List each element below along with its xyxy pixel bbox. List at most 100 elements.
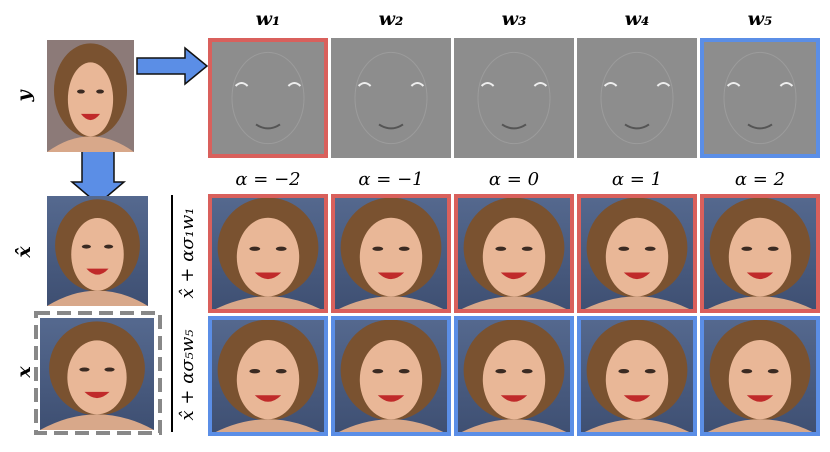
face-image: [331, 194, 451, 313]
eye: [372, 246, 384, 251]
eye: [398, 246, 410, 251]
arrow-right: [136, 46, 209, 86]
alpha-label: α = −2: [235, 169, 300, 190]
input-label: y: [13, 89, 35, 103]
eye: [495, 246, 507, 251]
image-bg: [454, 38, 574, 158]
shoulders: [454, 419, 574, 436]
skin: [236, 217, 300, 297]
alpha-label: α = −1: [358, 169, 423, 190]
component-image: [208, 38, 328, 158]
feature: [779, 82, 794, 87]
alpha-label: α = 2: [735, 169, 785, 190]
skin: [482, 217, 546, 297]
eye: [618, 369, 630, 374]
alpha-label: α = 1: [612, 169, 662, 190]
component-image: [700, 38, 820, 158]
component-label: w₄: [625, 8, 650, 30]
face-image: [577, 194, 697, 313]
image-bg: [208, 38, 328, 158]
shoulders: [208, 296, 328, 313]
image-border: [454, 194, 574, 313]
shoulders: [47, 136, 134, 152]
eye: [521, 246, 533, 251]
skin: [71, 218, 124, 291]
face-image: [577, 316, 697, 436]
row-label: x̂ + ασ₁w₁: [177, 208, 198, 299]
feature: [410, 82, 425, 87]
shoulders: [40, 414, 154, 430]
feature: [656, 82, 671, 87]
feature: [480, 82, 495, 87]
shoulders: [454, 296, 574, 313]
eye: [249, 369, 261, 374]
image-border: [331, 316, 451, 436]
skin: [359, 340, 423, 420]
image-border: [577, 316, 697, 436]
eye: [77, 89, 85, 94]
skin: [482, 340, 546, 420]
shoulders: [331, 296, 451, 313]
eye: [79, 367, 90, 372]
shoulders: [47, 290, 148, 306]
feature: [533, 82, 548, 87]
skin: [728, 340, 792, 420]
shoulders: [331, 419, 451, 436]
mouth: [86, 268, 109, 275]
eye: [96, 89, 104, 94]
component-image: [331, 38, 451, 158]
eye: [495, 369, 507, 374]
eye: [644, 246, 656, 251]
feature: [747, 123, 773, 130]
mouth: [746, 272, 774, 280]
mouth: [377, 272, 405, 280]
feature: [624, 123, 650, 130]
image-border: [700, 38, 820, 158]
eye: [275, 369, 287, 374]
component-label: w₅: [748, 8, 773, 30]
image-border: [700, 194, 820, 313]
face-image: [700, 316, 820, 436]
image-border: [208, 38, 328, 158]
shoulders: [208, 419, 328, 436]
feature: [600, 51, 674, 145]
shoulders: [577, 419, 697, 436]
dashed-box: [34, 311, 162, 435]
skin: [605, 217, 669, 297]
arrow-down: [69, 145, 127, 205]
image-bg: [700, 38, 820, 158]
shoulders: [700, 296, 820, 313]
image-bg: [577, 38, 697, 158]
component-label: w₃: [502, 8, 527, 30]
feature: [477, 51, 551, 145]
eye: [372, 369, 384, 374]
eye: [249, 246, 261, 251]
image-border: [700, 316, 820, 436]
image-border: [454, 316, 574, 436]
row-label: x̂ + ασ₅w₅: [177, 330, 198, 421]
face-image: [47, 196, 148, 306]
feature: [255, 123, 281, 130]
component-image: [454, 38, 574, 158]
mouth: [746, 395, 774, 402]
feature: [501, 123, 527, 130]
eye: [618, 246, 630, 251]
component-image: [577, 38, 697, 158]
image-border: [331, 194, 451, 313]
mouth: [500, 395, 528, 402]
eye: [275, 246, 287, 251]
feature: [726, 82, 741, 87]
image-bg: [331, 38, 451, 158]
component-label: w₂: [379, 8, 404, 30]
skin: [359, 217, 423, 297]
face-image: [208, 316, 328, 436]
feature: [231, 51, 305, 145]
face-image: [331, 316, 451, 436]
eye: [521, 369, 533, 374]
eye: [398, 369, 410, 374]
mouth: [80, 113, 101, 121]
image-border: [208, 194, 328, 313]
mouth: [377, 395, 405, 402]
mouth: [500, 272, 528, 280]
